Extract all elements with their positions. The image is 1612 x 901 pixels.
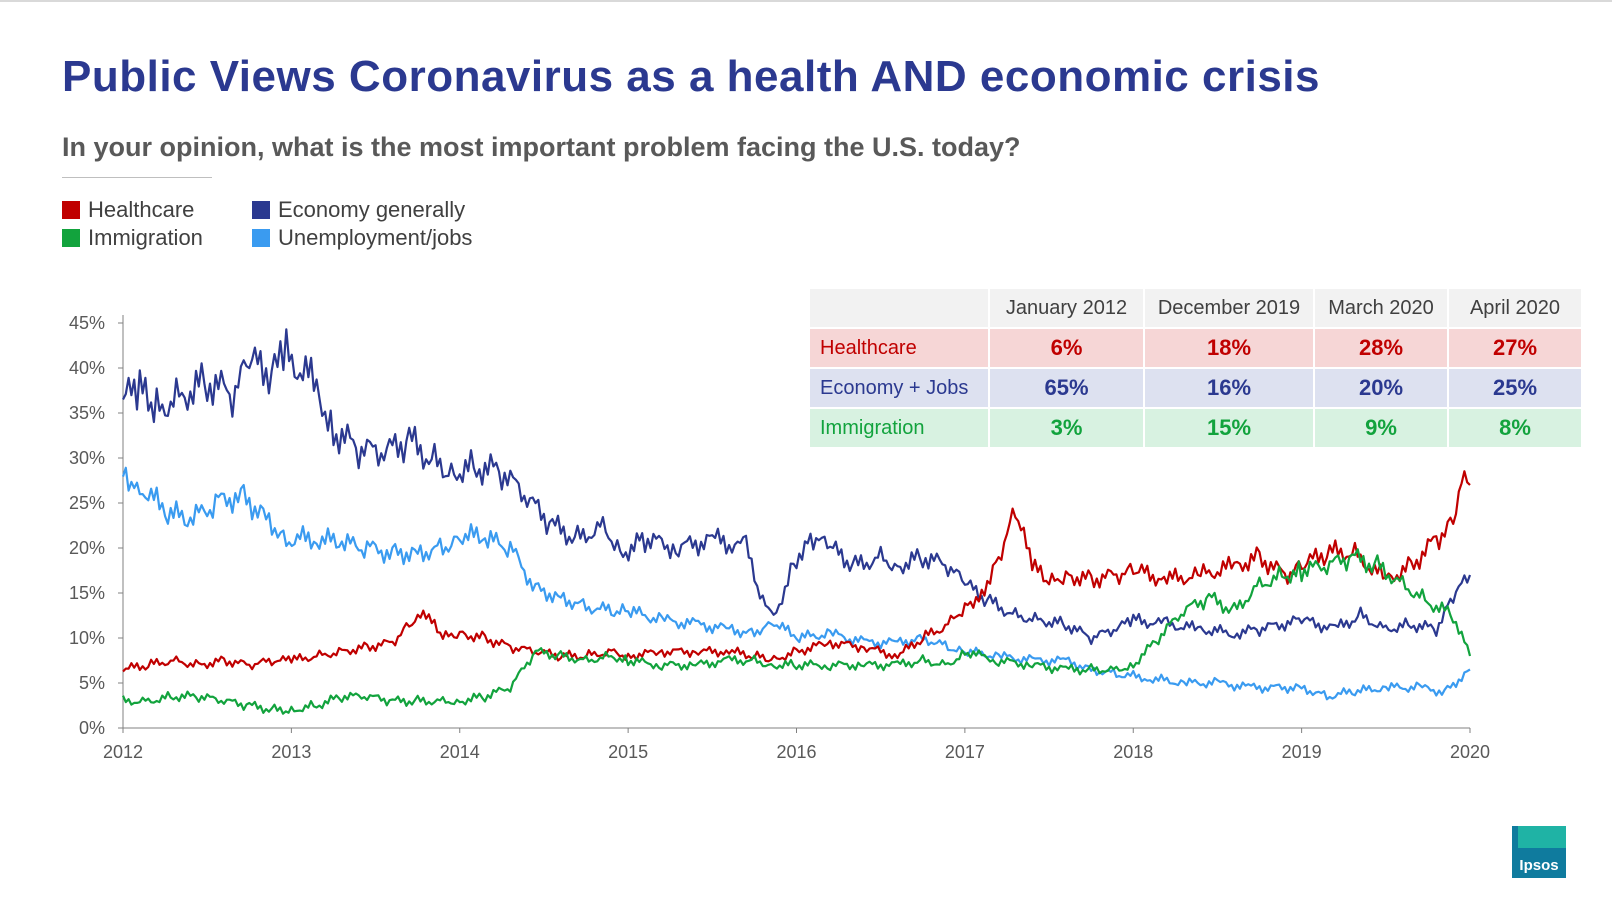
summary-table-header-row: January 2012 December 2019 March 2020 Ap… [810,289,1581,327]
summary-cell: 27% [1449,329,1581,367]
y-tick-label: 35% [69,403,105,423]
summary-table: January 2012 December 2019 March 2020 Ap… [808,287,1583,449]
x-tick-label: 2014 [440,742,480,762]
summary-cell: 65% [990,369,1143,407]
y-tick-label: 5% [79,673,105,693]
x-tick-label: 2016 [776,742,816,762]
summary-cell: 15% [1145,409,1313,447]
summary-cell: 28% [1315,329,1447,367]
logo-shape-accent [1518,826,1566,848]
x-tick-label: 2018 [1113,742,1153,762]
y-tick-label: 15% [69,583,105,603]
summary-row-label: Economy + Jobs [810,369,988,407]
logo-text: Ipsos [1512,857,1566,874]
y-tick-label: 30% [69,448,105,468]
summary-col-header: January 2012 [990,289,1143,327]
summary-row-economy: Economy + Jobs 65% 16% 20% 25% [810,369,1581,407]
y-tick-label: 25% [69,493,105,513]
y-tick-label: 40% [69,358,105,378]
line-chart: 0%5%10%15%20%25%30%35%40%45%2012 2013 2014… [0,0,1612,901]
summary-cell: 8% [1449,409,1581,447]
y-tick-label: 0% [79,718,105,738]
series-line-healthcare [123,471,1470,671]
x-tick-label: 2020 [1450,742,1490,762]
ipsos-logo: Ipsos [1512,826,1566,878]
y-tick-label: 20% [69,538,105,558]
summary-table-corner [810,289,988,327]
summary-row-healthcare: Healthcare 6% 18% 28% 27% [810,329,1581,367]
x-tick-label: 2017 [945,742,985,762]
summary-row-label: Healthcare [810,329,988,367]
x-tick-label: 2013 [271,742,311,762]
summary-col-header: March 2020 [1315,289,1447,327]
summary-cell: 16% [1145,369,1313,407]
summary-cell: 6% [990,329,1143,367]
summary-row-label: Immigration [810,409,988,447]
series-line-unemployment-jobs [123,468,1470,700]
y-tick-label: 10% [69,628,105,648]
summary-row-immigration: Immigration 3% 15% 9% 8% [810,409,1581,447]
summary-col-header: April 2020 [1449,289,1581,327]
summary-col-header: December 2019 [1145,289,1313,327]
summary-cell: 9% [1315,409,1447,447]
y-tick-label: 45% [69,313,105,333]
summary-cell: 3% [990,409,1143,447]
summary-cell: 25% [1449,369,1581,407]
x-tick-label: 2019 [1282,742,1322,762]
x-tick-label: 2015 [608,742,648,762]
x-tick-label: 2012 [103,742,143,762]
summary-cell: 20% [1315,369,1447,407]
summary-cell: 18% [1145,329,1313,367]
